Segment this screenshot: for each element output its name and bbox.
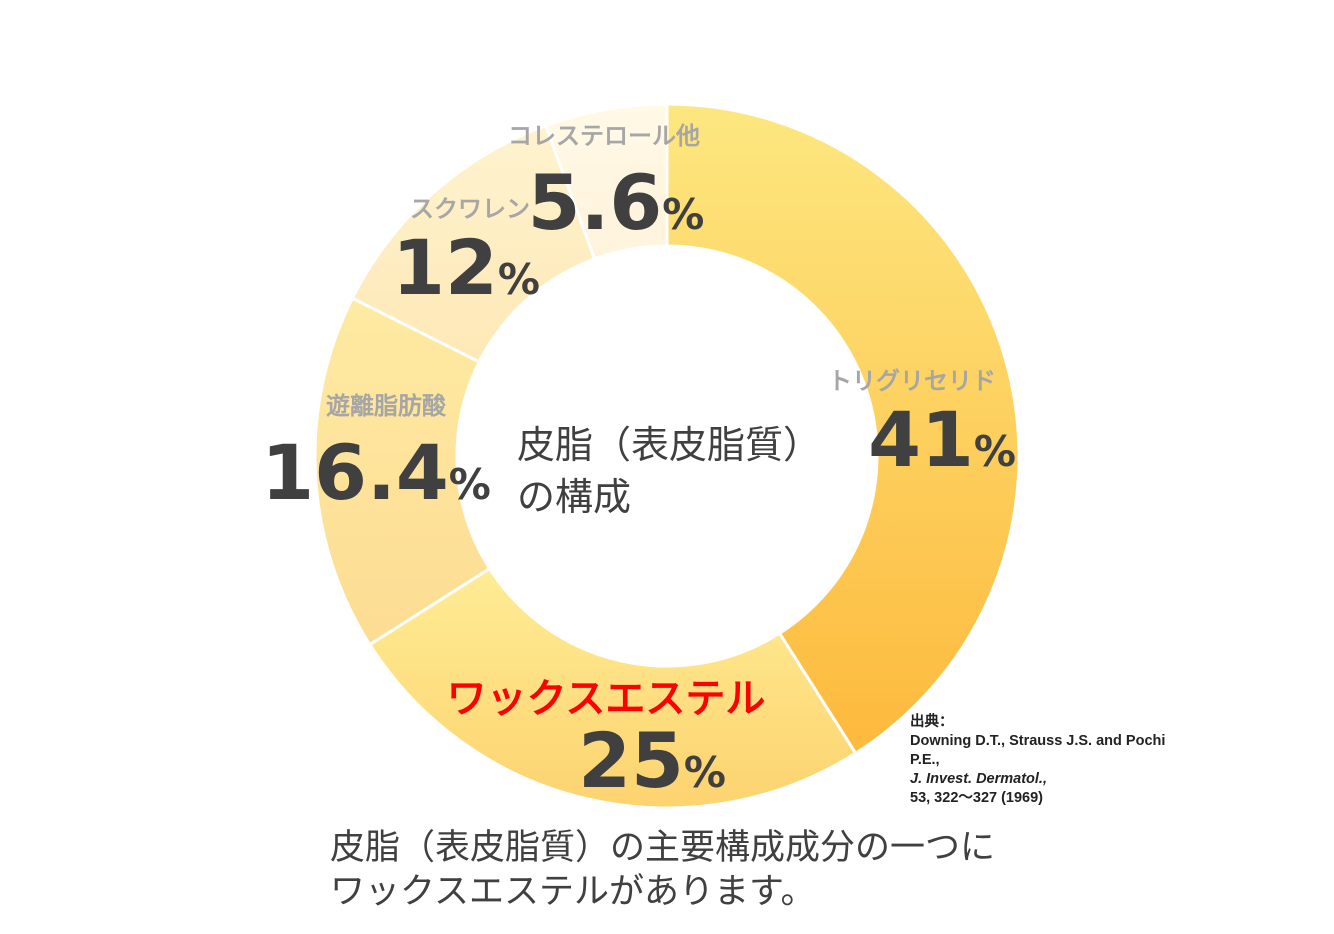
slices <box>313 102 1021 810</box>
source-authors: Downing D.T., Strauss J.S. and Pochi P.E… <box>910 733 1166 768</box>
source-citation: 出典： Downing D.T., Strauss J.S. and Pochi… <box>910 713 1190 808</box>
source-journal: J. Invest. Dermatol., <box>910 771 1047 787</box>
value-label-1: 25% <box>578 716 726 805</box>
category-label-0: トリグリセリド <box>828 367 996 395</box>
center-title-line2: の構成 <box>517 475 631 519</box>
source-ref: 53, 322～327 (1969) <box>910 790 1044 806</box>
category-label-3: スクワレン <box>410 195 530 223</box>
source-heading: 出典： <box>910 714 954 730</box>
value-label-2: 16.4% <box>261 428 491 517</box>
category-label-1: ワックスエステル <box>447 676 766 722</box>
slice-4 <box>543 102 669 261</box>
caption: 皮脂（表皮脂質）の主要構成成分の一つに ワックスエステルがあります。 <box>330 826 1190 914</box>
value-label-3: 12% <box>392 223 540 312</box>
slice-2 <box>313 296 492 647</box>
category-label-4: コレステロール他 <box>508 122 700 150</box>
center-title-line1: 皮脂（表皮脂質） <box>517 423 821 467</box>
caption-line1: 皮脂（表皮脂質）の主要構成成分の一つに <box>330 828 996 868</box>
slice-0 <box>665 102 1021 756</box>
slice-1 <box>367 566 858 810</box>
source-journal-line: J. Invest. Dermatol., <box>910 770 1190 789</box>
value-label-4: 5.6% <box>528 158 705 247</box>
caption-line2: ワックスエステルがあります。 <box>330 872 816 912</box>
value-label-0: 41% <box>868 395 1016 484</box>
category-label-2: 遊離脂肪酸 <box>326 392 447 420</box>
